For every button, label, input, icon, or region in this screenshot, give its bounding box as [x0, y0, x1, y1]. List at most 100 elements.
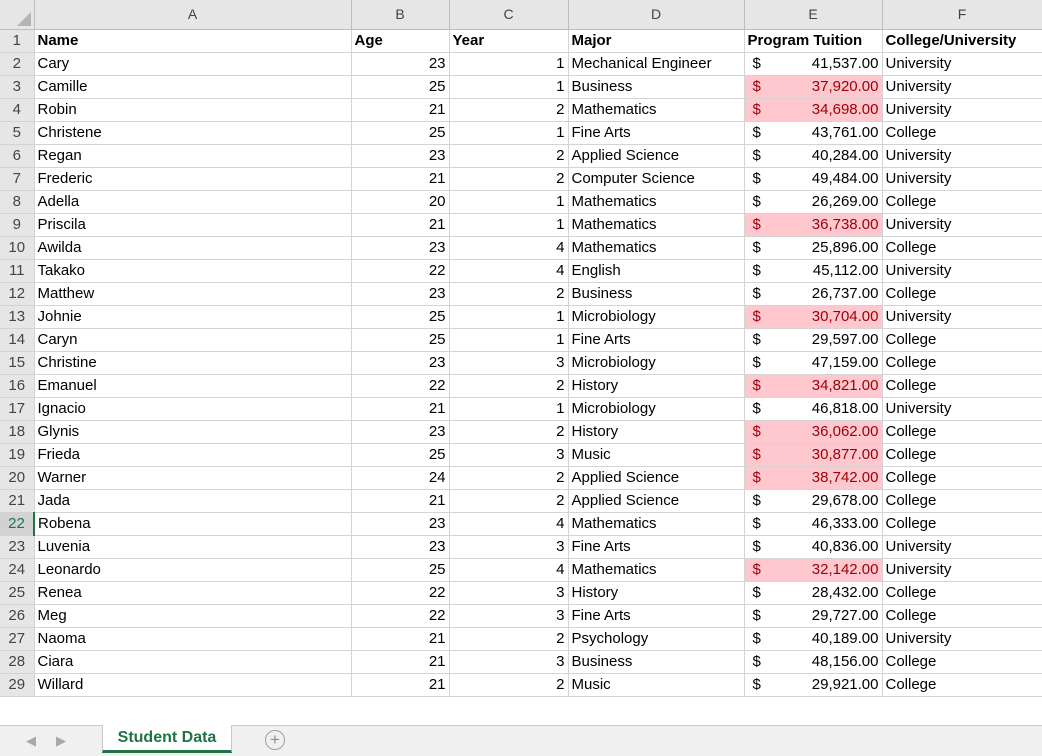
- cell-tuition[interactable]: $36,062.00: [744, 420, 883, 444]
- cell-age[interactable]: 21: [351, 673, 450, 697]
- cell-age[interactable]: 25: [351, 443, 450, 467]
- cell-age[interactable]: 25: [351, 121, 450, 145]
- cell-college[interactable]: University: [882, 144, 1042, 168]
- cell-major[interactable]: Mathematics: [568, 98, 745, 122]
- row-number[interactable]: 15: [0, 351, 35, 375]
- row-number[interactable]: 20: [0, 466, 35, 490]
- cell-college[interactable]: University: [882, 259, 1042, 283]
- row-number[interactable]: 24: [0, 558, 35, 582]
- cell-college[interactable]: College: [882, 581, 1042, 605]
- row-number[interactable]: 26: [0, 604, 35, 628]
- cell-tuition[interactable]: $41,537.00: [744, 52, 883, 76]
- cell-age[interactable]: 23: [351, 144, 450, 168]
- cell-name[interactable]: Johnie: [34, 305, 352, 329]
- cell-year[interactable]: 3: [449, 535, 569, 559]
- cell-year[interactable]: 1: [449, 305, 569, 329]
- row-number[interactable]: 2: [0, 52, 35, 76]
- cell-major[interactable]: Fine Arts: [568, 328, 745, 352]
- cell-tuition[interactable]: $47,159.00: [744, 351, 883, 375]
- cell-age[interactable]: 21: [351, 397, 450, 421]
- cell-college[interactable]: University: [882, 627, 1042, 651]
- cell-college[interactable]: College: [882, 121, 1042, 145]
- row-number[interactable]: 19: [0, 443, 35, 467]
- row-number[interactable]: 7: [0, 167, 35, 191]
- cell-tuition[interactable]: $38,742.00: [744, 466, 883, 490]
- cell-tuition[interactable]: $40,836.00: [744, 535, 883, 559]
- cell-year[interactable]: 1: [449, 75, 569, 99]
- cell-college[interactable]: College: [882, 420, 1042, 444]
- cell-tuition[interactable]: $30,877.00: [744, 443, 883, 467]
- row-number[interactable]: 16: [0, 374, 35, 398]
- cell-college[interactable]: College: [882, 328, 1042, 352]
- cell-header-tuition[interactable]: Program Tuition: [744, 29, 883, 53]
- row-number[interactable]: 11: [0, 259, 35, 283]
- cell-tuition[interactable]: $29,597.00: [744, 328, 883, 352]
- cell-college[interactable]: University: [882, 535, 1042, 559]
- column-header-a[interactable]: A: [34, 0, 352, 30]
- cell-tuition[interactable]: $34,821.00: [744, 374, 883, 398]
- cell-tuition[interactable]: $25,896.00: [744, 236, 883, 260]
- cell-major[interactable]: Psychology: [568, 627, 745, 651]
- cell-major[interactable]: Mathematics: [568, 236, 745, 260]
- cell-major[interactable]: Mathematics: [568, 213, 745, 237]
- cell-tuition[interactable]: $26,737.00: [744, 282, 883, 306]
- cell-age[interactable]: 22: [351, 604, 450, 628]
- cell-tuition[interactable]: $37,920.00: [744, 75, 883, 99]
- cell-name[interactable]: Matthew: [34, 282, 352, 306]
- cell-name[interactable]: Adella: [34, 190, 352, 214]
- cell-year[interactable]: 2: [449, 420, 569, 444]
- cell-major[interactable]: Fine Arts: [568, 121, 745, 145]
- cell-name[interactable]: Christene: [34, 121, 352, 145]
- cell-name[interactable]: Priscila: [34, 213, 352, 237]
- cell-college[interactable]: College: [882, 512, 1042, 536]
- cell-name[interactable]: Cary: [34, 52, 352, 76]
- cell-major[interactable]: Business: [568, 650, 745, 674]
- cell-name[interactable]: Robena: [34, 512, 352, 536]
- column-header-e[interactable]: E: [744, 0, 883, 30]
- cell-age[interactable]: 23: [351, 535, 450, 559]
- cell-year[interactable]: 2: [449, 98, 569, 122]
- cell-tuition[interactable]: $48,156.00: [744, 650, 883, 674]
- select-all-corner[interactable]: [0, 0, 35, 30]
- cell-major[interactable]: History: [568, 581, 745, 605]
- cell-name[interactable]: Frieda: [34, 443, 352, 467]
- cell-college[interactable]: University: [882, 52, 1042, 76]
- cell-age[interactable]: 21: [351, 489, 450, 513]
- cell-year[interactable]: 4: [449, 259, 569, 283]
- row-number[interactable]: 22: [0, 512, 35, 536]
- row-number[interactable]: 12: [0, 282, 35, 306]
- cell-age[interactable]: 21: [351, 98, 450, 122]
- cell-header-age[interactable]: Age: [351, 29, 450, 53]
- column-header-d[interactable]: D: [568, 0, 745, 30]
- cell-year[interactable]: 1: [449, 328, 569, 352]
- cell-tuition[interactable]: $40,284.00: [744, 144, 883, 168]
- row-number[interactable]: 6: [0, 144, 35, 168]
- cell-tuition[interactable]: $46,333.00: [744, 512, 883, 536]
- cell-age[interactable]: 25: [351, 305, 450, 329]
- cell-name[interactable]: Warner: [34, 466, 352, 490]
- cell-age[interactable]: 23: [351, 52, 450, 76]
- cell-year[interactable]: 2: [449, 374, 569, 398]
- cell-age[interactable]: 23: [351, 236, 450, 260]
- cell-major[interactable]: History: [568, 420, 745, 444]
- cell-major[interactable]: Fine Arts: [568, 535, 745, 559]
- row-number[interactable]: 21: [0, 489, 35, 513]
- cell-year[interactable]: 3: [449, 581, 569, 605]
- cell-age[interactable]: 25: [351, 558, 450, 582]
- cell-age[interactable]: 22: [351, 374, 450, 398]
- cell-age[interactable]: 21: [351, 627, 450, 651]
- cell-tuition[interactable]: $49,484.00: [744, 167, 883, 191]
- cell-year[interactable]: 2: [449, 466, 569, 490]
- cell-major[interactable]: Mechanical Engineer: [568, 52, 745, 76]
- cell-year[interactable]: 2: [449, 627, 569, 651]
- cell-year[interactable]: 3: [449, 650, 569, 674]
- cell-major[interactable]: Microbiology: [568, 305, 745, 329]
- row-number[interactable]: 14: [0, 328, 35, 352]
- cell-name[interactable]: Takako: [34, 259, 352, 283]
- cell-major[interactable]: Applied Science: [568, 466, 745, 490]
- cell-tuition[interactable]: $34,698.00: [744, 98, 883, 122]
- cell-name[interactable]: Emanuel: [34, 374, 352, 398]
- row-number[interactable]: 28: [0, 650, 35, 674]
- add-sheet-plus-icon[interactable]: +: [265, 730, 285, 750]
- cell-name[interactable]: Glynis: [34, 420, 352, 444]
